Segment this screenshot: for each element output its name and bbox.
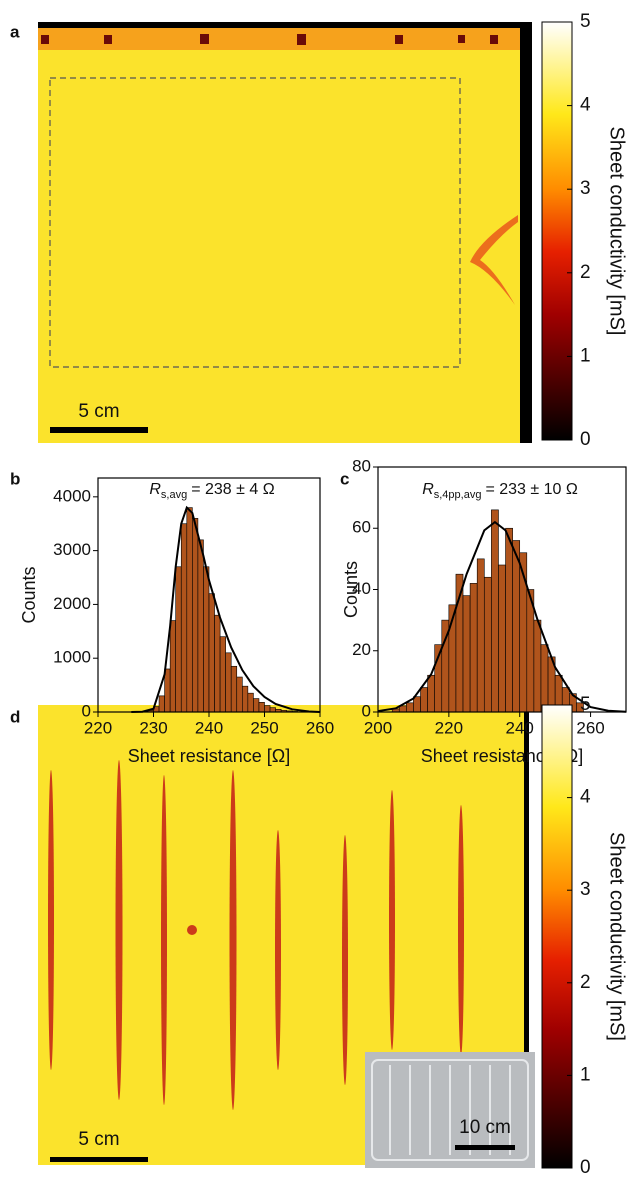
histogram-bar	[236, 676, 243, 713]
x-tick-label: 240	[195, 718, 223, 737]
colorbar	[541, 21, 573, 441]
histogram-bar	[533, 619, 542, 713]
y-tick-label: 0	[362, 701, 371, 720]
panel-label: b	[10, 469, 20, 488]
fit-curve	[131, 505, 321, 713]
histogram-bar	[483, 576, 492, 713]
colorbar-tick-label: 3	[580, 178, 591, 199]
colorbar-label: Sheet conductivity [mS]	[606, 127, 628, 336]
y-axis-label: Counts	[341, 561, 361, 618]
histogram-bar	[164, 668, 171, 713]
colorbar-tick-label: 4	[580, 787, 591, 808]
histogram-bar	[230, 665, 238, 713]
colorbar-tick-label: 2	[580, 262, 591, 283]
x-tick-label: 260	[306, 718, 334, 737]
y-tick-label: 0	[82, 701, 91, 720]
x-tick-label: 260	[576, 718, 604, 737]
y-tick-label: 60	[352, 518, 371, 537]
histogram-bar	[180, 523, 188, 713]
x-tick-label: 220	[435, 718, 463, 737]
annotation-symbol: R	[422, 481, 434, 498]
histogram-bar	[505, 527, 513, 713]
histogram-bar	[540, 644, 549, 713]
histogram-bar	[247, 692, 254, 713]
x-tick-label: 200	[364, 718, 392, 737]
histogram-bar	[258, 702, 265, 713]
annotation-subscript: s,avg	[161, 489, 187, 501]
colorbar-tick-label: 4	[580, 95, 591, 116]
histogram-bar	[427, 674, 435, 713]
y-tick-label: 20	[352, 640, 371, 659]
y-tick-label: 2000	[53, 594, 91, 613]
scale-bar-label: 10 cm	[459, 1117, 511, 1138]
histogram-bar	[469, 583, 478, 713]
histogram-bar	[413, 696, 421, 713]
histogram-bar	[175, 566, 182, 713]
annotation: Rs,4pp,avg = 233 ± 10 Ω	[422, 481, 578, 501]
colorbar-tick-label: 1	[580, 345, 591, 366]
x-tick-label: 250	[250, 718, 278, 737]
scale-bar-label: 5 cm	[78, 1129, 119, 1150]
annotation-value: = 238 ± 4 Ω	[191, 481, 275, 498]
y-tick-label: 40	[352, 579, 371, 598]
conductivity-map-d	[38, 705, 535, 1168]
annotation: Rs,avg = 238 ± 4 Ω	[149, 481, 274, 501]
conductivity-map-a	[38, 22, 532, 443]
histogram-bar	[512, 540, 521, 713]
x-tick-label: 230	[139, 718, 167, 737]
panel-label: a	[10, 22, 20, 41]
y-tick-label: 3000	[53, 540, 91, 559]
colorbar-tick-label: 2	[580, 972, 591, 993]
panel-label: d	[10, 707, 20, 726]
histogram-bar	[197, 539, 204, 713]
histogram-bar	[208, 593, 215, 713]
y-tick-label: 80	[352, 456, 371, 475]
colorbar-tick-label: 5	[580, 694, 591, 715]
x-axis-label: Sheet resistance [Ω]	[128, 746, 291, 766]
annotation-symbol: R	[149, 481, 161, 498]
colorbar-tick-label: 5	[580, 11, 591, 32]
colorbar-tick-label: 0	[580, 1157, 591, 1178]
x-tick-label: 220	[84, 718, 112, 737]
histogram-bar	[462, 595, 471, 713]
colorbar-tick-label: 3	[580, 879, 591, 900]
histogram-bar	[203, 566, 210, 713]
x-tick-label: 240	[506, 718, 534, 737]
fit-curve	[377, 520, 627, 713]
histogram-bar	[186, 507, 193, 713]
histogram-bar	[214, 614, 221, 713]
histogram-bar	[242, 685, 249, 713]
histogram-bar	[253, 698, 260, 713]
histogram-bar	[269, 707, 276, 713]
colorbar	[541, 704, 573, 1169]
colorbar-tick-label: 0	[580, 429, 591, 450]
histogram-bar	[169, 620, 176, 713]
annotation-subscript: s,4pp,avg	[434, 489, 482, 501]
histogram-bar	[420, 687, 428, 713]
histogram-bar	[498, 564, 506, 713]
colorbar-tick-label: 1	[580, 1064, 591, 1085]
histogram-bar	[219, 636, 226, 713]
histogram-bar	[476, 558, 485, 713]
scale-bar-label: 5 cm	[78, 401, 119, 422]
y-tick-label: 1000	[53, 648, 91, 667]
histogram-bar	[158, 695, 165, 713]
histogram-bar	[192, 518, 199, 713]
colorbar-label: Sheet conductivity [mS]	[606, 832, 628, 1041]
histogram-bar	[491, 509, 499, 713]
y-axis-label: Counts	[19, 566, 39, 623]
y-tick-label: 4000	[53, 486, 91, 505]
panel-label: c	[340, 469, 349, 488]
histogram-bar	[264, 705, 271, 713]
histogram-bar	[406, 702, 414, 713]
annotation-value: = 233 ± 10 Ω	[485, 481, 577, 498]
histogram-bar	[225, 652, 232, 713]
